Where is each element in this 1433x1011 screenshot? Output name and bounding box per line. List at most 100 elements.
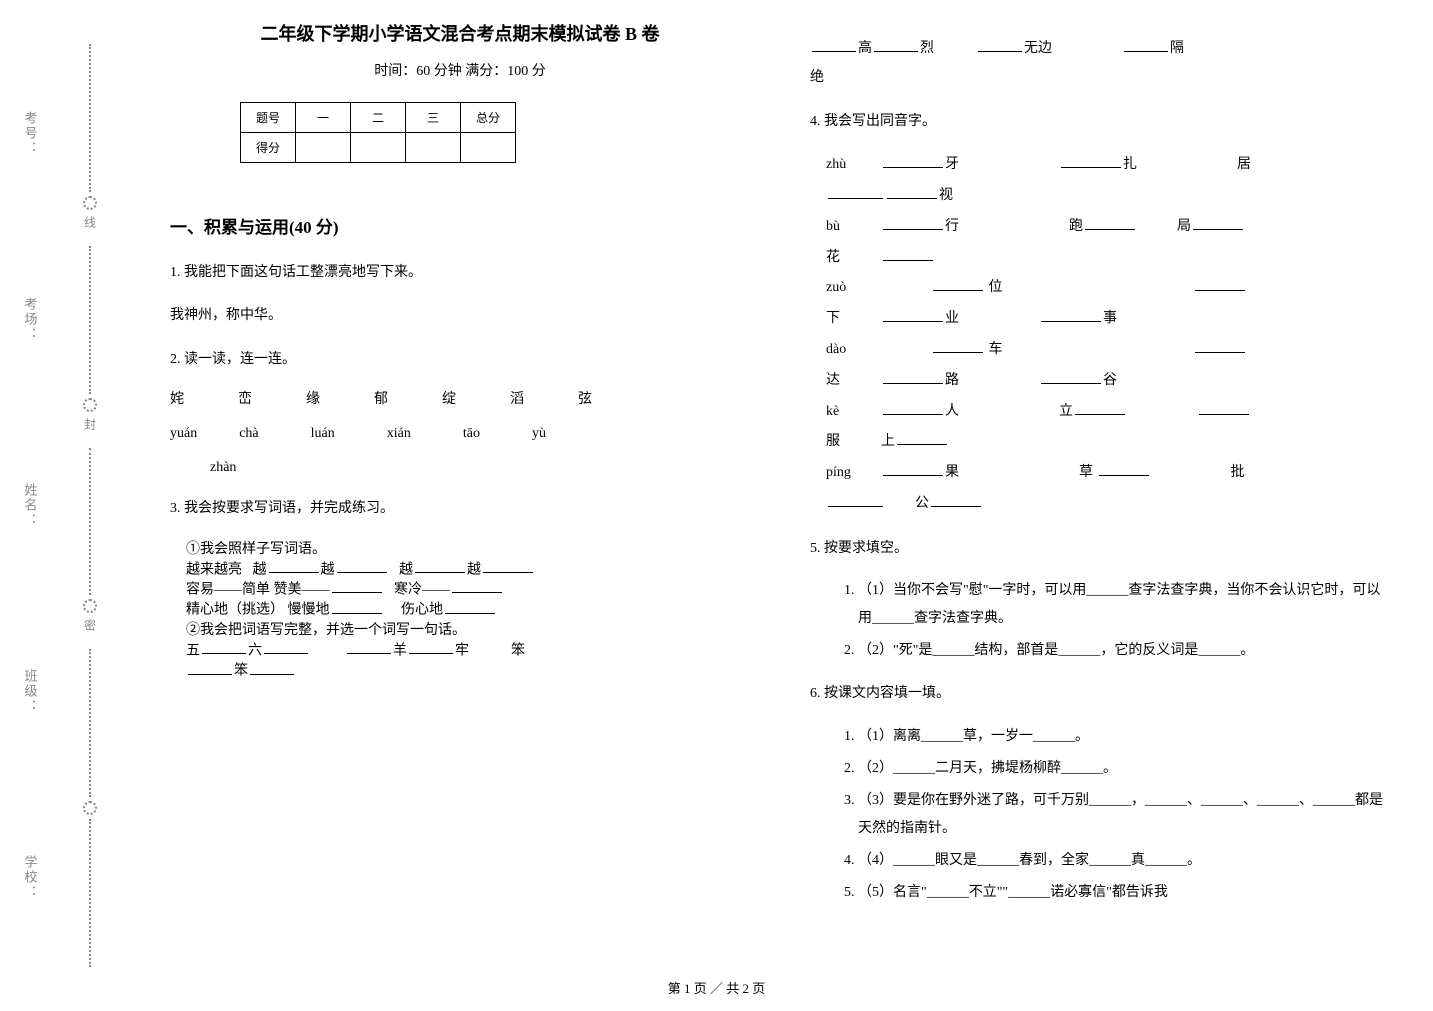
q6-label: 6. 按课文内容填一填。 bbox=[810, 679, 1390, 708]
q3-cont: 高烈 无边 隔 绝 bbox=[810, 34, 1390, 93]
q5-list: （1）当你不会写"慰"一字时，可以用______查字法查字典，当你不会认识它时，… bbox=[810, 577, 1390, 665]
py: luán bbox=[311, 426, 335, 442]
hanzi-row: 姹 峦 缘 郁 绽 滔 弦 bbox=[170, 388, 750, 408]
blank bbox=[1199, 399, 1249, 414]
q6-list: （1）离离______草，一岁一______。 （2）______二月天，拂堤杨… bbox=[810, 723, 1390, 907]
th: 三 bbox=[406, 103, 461, 133]
td: 得分 bbox=[241, 133, 296, 163]
py: chà bbox=[239, 426, 258, 442]
q2: 2. 读一读，连一连。 bbox=[170, 345, 750, 374]
text: 羊 bbox=[393, 643, 407, 658]
left-column: 二年级下学期小学语文混合考点期末模拟试卷 B 卷 时间：60 分钟 满分：100… bbox=[170, 20, 750, 911]
blank bbox=[1075, 399, 1125, 414]
text: 路 bbox=[945, 366, 959, 397]
dotted-line bbox=[89, 44, 91, 192]
text: 隔 bbox=[1170, 41, 1184, 56]
blank bbox=[269, 558, 319, 573]
py: 下 bbox=[826, 304, 881, 335]
table-row: kè 人 立 bbox=[826, 397, 1390, 428]
text: 牙 bbox=[945, 150, 959, 181]
td bbox=[351, 133, 406, 163]
blank bbox=[1124, 37, 1168, 52]
table-row: 花 bbox=[826, 243, 1390, 274]
list-item: （2）______二月天，拂堤杨柳醉______。 bbox=[858, 755, 1390, 783]
text: 花 bbox=[826, 243, 881, 274]
page-footer: 第 1 页 ／ 共 2 页 bbox=[0, 978, 1433, 997]
hz: 郁 bbox=[374, 388, 388, 408]
list-item: （2）"死"是______结构，部首是______，它的反义词是______。 bbox=[858, 637, 1390, 665]
py: kè bbox=[826, 397, 881, 428]
list-item: （1）当你不会写"慰"一字时，可以用______查字法查字典，当你不会认识它时，… bbox=[858, 577, 1390, 633]
table-row: 公 bbox=[826, 489, 1390, 520]
py: bù bbox=[826, 212, 881, 243]
label-room: 考场： bbox=[21, 297, 40, 342]
text: 越 bbox=[253, 562, 267, 577]
hz: 绽 bbox=[442, 388, 456, 408]
table-row: 得分 bbox=[241, 133, 516, 163]
blank bbox=[1061, 153, 1121, 168]
blank bbox=[883, 368, 943, 383]
list-item: （4）______眼又是______春到，全家______真______。 bbox=[858, 847, 1390, 875]
section-heading: 一、积累与运用(40 分) bbox=[170, 213, 750, 238]
blank bbox=[1195, 276, 1245, 291]
text: 事 bbox=[1103, 304, 1117, 335]
label-school: 学校： bbox=[21, 855, 40, 900]
text: 笨 bbox=[511, 643, 525, 658]
blank bbox=[1041, 368, 1101, 383]
blank bbox=[883, 153, 943, 168]
text: 容易——简单 赞美—— bbox=[186, 582, 330, 597]
paper-subtitle: 时间：60 分钟 满分：100 分 bbox=[170, 60, 750, 80]
hz: 滔 bbox=[510, 388, 524, 408]
blank bbox=[897, 430, 947, 445]
q3: 3. 我会按要求写词语，并完成练习。 bbox=[170, 494, 750, 523]
pinyin-row-2: zhàn bbox=[170, 460, 750, 476]
text: 视 bbox=[939, 181, 953, 212]
text: 寒冷—— bbox=[394, 582, 450, 597]
hz: 弦 bbox=[578, 388, 592, 408]
table-row: 视 bbox=[826, 181, 1390, 212]
th: 二 bbox=[351, 103, 406, 133]
blank bbox=[874, 37, 918, 52]
py: píng bbox=[826, 458, 881, 489]
blank bbox=[933, 276, 983, 291]
text: 六 bbox=[248, 643, 262, 658]
table-row: bù 行 跑 局 bbox=[826, 212, 1390, 243]
text: 无边 bbox=[1024, 41, 1052, 56]
text: 上 bbox=[881, 427, 895, 458]
text: 烈 bbox=[920, 41, 934, 56]
text: 局 bbox=[1177, 212, 1191, 243]
blank bbox=[828, 492, 883, 507]
blank bbox=[347, 639, 391, 654]
blank bbox=[264, 639, 308, 654]
blank bbox=[1099, 461, 1149, 476]
text: 越来越亮 bbox=[186, 562, 242, 577]
binding-sidebar: 考号： 考场： 姓名： 班级： 学校： 线 封 密 bbox=[0, 0, 120, 1011]
text: 越 bbox=[399, 562, 413, 577]
py: yù bbox=[532, 426, 546, 442]
label-name: 姓名： bbox=[21, 483, 40, 528]
py: 达 bbox=[826, 366, 881, 397]
list-item: （1）离离______草，一岁一______。 bbox=[858, 723, 1390, 751]
blank bbox=[332, 578, 382, 593]
q3-line: 越来越亮 越越 越越 bbox=[186, 558, 750, 578]
seam-circle bbox=[83, 801, 97, 815]
blank bbox=[883, 307, 943, 322]
q1-text: 我神州，称中华。 bbox=[170, 301, 750, 330]
blank bbox=[933, 338, 983, 353]
text: 越 bbox=[467, 562, 481, 577]
blank bbox=[1195, 338, 1245, 353]
dotted-line bbox=[89, 649, 91, 797]
th: 题号 bbox=[241, 103, 296, 133]
paper-title: 二年级下学期小学语文混合考点期末模拟试卷 B 卷 bbox=[170, 20, 750, 46]
list-item: （3）要是你在野外迷了路，可千万别______，______、______、__… bbox=[858, 787, 1390, 843]
seam-text: 密 bbox=[82, 619, 99, 639]
dotted-line bbox=[89, 246, 91, 394]
td bbox=[406, 133, 461, 163]
table-row: 下 业 事 bbox=[826, 304, 1390, 335]
q6: 6. 按课文内容填一填。 bbox=[810, 679, 1390, 708]
text: 果 bbox=[945, 458, 959, 489]
table-row: zuò 位 bbox=[826, 273, 1390, 304]
q3-line: 笨 bbox=[186, 659, 750, 679]
label-examno: 考号： bbox=[21, 111, 40, 156]
blank bbox=[332, 598, 382, 613]
